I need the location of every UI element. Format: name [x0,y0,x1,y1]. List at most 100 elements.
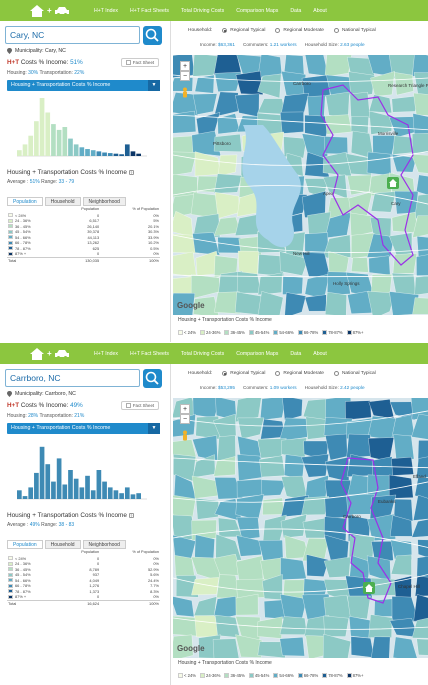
nav-link-h-t-fact-sheets[interactable]: H+T Fact Sheets [129,7,169,14]
location-search-input[interactable]: Carrboro, NC [5,369,140,387]
legend-item: 45-54% [248,673,269,678]
map-legend: Housing + Transportation Costs % Income <… [173,315,428,342]
fact-sheet-button[interactable]: Fact Sheet [121,58,159,67]
radio-regional-typical[interactable]: Regional Typical [222,371,265,376]
zoom-out-button[interactable]: − [180,414,190,424]
nav-link-data[interactable]: Data [290,350,302,357]
legend-item: 36-45% [224,330,245,335]
radio-national-typical[interactable]: National Typical [333,371,376,376]
row-label: 45 - 54% [15,229,31,234]
nav-link-total-driving-costs[interactable]: Total Driving Costs [180,7,225,14]
map-tract [213,134,242,152]
table-cell: 0 [96,555,100,561]
tab-neighborhood[interactable]: Neighborhood [82,540,126,549]
nav-link-h-t-index[interactable]: H+T Index [94,350,118,357]
nav-link-data[interactable]: Data [290,7,302,14]
map-tract [391,457,414,476]
table-cell: 54 - 66% [7,578,58,584]
map-canvas: Apex Cary New Hill Morrisville Pittsboro Holl… [173,55,428,315]
table-cell: 4,049 [89,577,100,583]
stats-tabs: Population Household Neighborhood [7,540,126,549]
choropleth-map[interactable]: Apex Cary New Hill Morrisville Pittsboro Holl… [173,55,428,315]
fact-sheet-button[interactable]: Fact Sheet [121,401,159,410]
costs-percent: 51% [70,59,83,66]
row-label: 36 - 45% [15,566,31,572]
map-tract [304,475,329,501]
table-cell: < 24% [7,556,58,562]
table-cell: 13,262 [87,240,100,245]
radio-regional-typical[interactable]: Regional Typical [222,28,265,33]
histogram-bar [51,481,56,499]
legend-swatch [8,572,13,577]
table-row: 54 - 66% 4,049 24.4% [7,578,160,584]
location-search-input[interactable]: Cary, NC [5,26,140,44]
household-size-label: Household Size: [304,42,341,47]
map-canvas: Carrboro Chapel Hill Efland Eubanks [173,398,428,658]
location-marker-icon[interactable] [387,177,399,189]
tab-neighborhood[interactable]: Neighborhood [82,197,126,206]
map-tract [325,291,347,315]
map-tract [217,435,236,462]
table-row: 66 - 78% 13,262 10.2% [7,240,160,246]
nav-link-about[interactable]: About [313,7,327,14]
help-icon[interactable]: ? [128,169,134,175]
map-place-label: Carrboro [293,81,311,86]
nav-link-about[interactable]: About [313,350,327,357]
household-selector-bar: Household: Regional Typical Regional Mod… [173,21,428,55]
map-tract [235,291,266,315]
tab-household[interactable]: Household [44,540,81,549]
ht-label: H+T [7,402,20,409]
legend-item: 36-45% [224,673,245,678]
histogram-title: Housing + Transportation Costs % Income? [7,169,134,176]
radio-regional-moderate[interactable]: Regional Moderate [275,371,324,376]
map-tract [366,233,395,258]
zoom-in-button[interactable]: + [180,404,190,414]
map-tract [305,55,329,77]
metric-dropdown[interactable]: Housing + Transportation Costs % Income ▼ [7,423,160,434]
street-view-pegman-icon[interactable] [181,430,189,443]
nav-link-comparison-maps[interactable]: Comparison Maps [236,7,279,14]
search-button[interactable] [143,26,162,45]
row-label: < 24% [15,555,27,561]
tab-population[interactable]: Population [7,540,43,549]
radio-icon [275,28,281,33]
radio-regional-moderate[interactable]: Regional Moderate [275,28,324,33]
road-line [173,150,428,166]
nav-link-comparison-maps[interactable]: Comparison Maps [236,350,279,357]
histogram-bar [102,481,107,499]
map-tract [257,641,287,658]
map-tract [413,494,428,521]
map-tract [173,211,194,238]
choropleth-map[interactable]: Carrboro Chapel Hill Efland Eubanks + − Google [173,398,428,658]
tab-household[interactable]: Household [44,197,81,206]
street-view-pegman-icon[interactable] [181,87,189,100]
radio-national-typical[interactable]: National Typical [333,28,376,33]
commuters-value: 1.21 workers [269,42,297,47]
legend-item: 45-54% [248,330,269,335]
legend-item: 87%+ [346,673,363,678]
tab-population[interactable]: Population [7,197,43,206]
transport-label: Transportation: [38,70,75,76]
help-icon[interactable]: ? [128,512,134,518]
nav-link-h-t-index[interactable]: H+T Index [94,7,118,14]
histogram-bar [56,129,62,156]
road-line [173,274,428,278]
search-button[interactable] [143,369,162,388]
table-cell: 937 [92,572,100,577]
table-cell: 26,140 [87,223,100,229]
nav-link-h-t-fact-sheets[interactable]: H+T Fact Sheets [129,350,169,357]
nav-link-total-driving-costs[interactable]: Total Driving Costs [180,350,225,357]
metric-dropdown[interactable]: Housing + Transportation Costs % Income ▼ [7,80,160,91]
location-marker-icon[interactable] [363,582,375,594]
zoom-out-button[interactable]: − [180,71,190,81]
ht-logo[interactable]: + [0,347,90,360]
map-tract [237,454,264,481]
legend-label: 54-66% [279,673,294,678]
table-cell: 1,373 [89,588,100,594]
zoom-in-button[interactable]: + [180,61,190,71]
transport-value: 21% [74,413,85,419]
map-tract [236,535,262,557]
road-line [173,185,428,205]
ht-logo[interactable]: + [0,4,90,17]
map-tract [327,271,351,296]
